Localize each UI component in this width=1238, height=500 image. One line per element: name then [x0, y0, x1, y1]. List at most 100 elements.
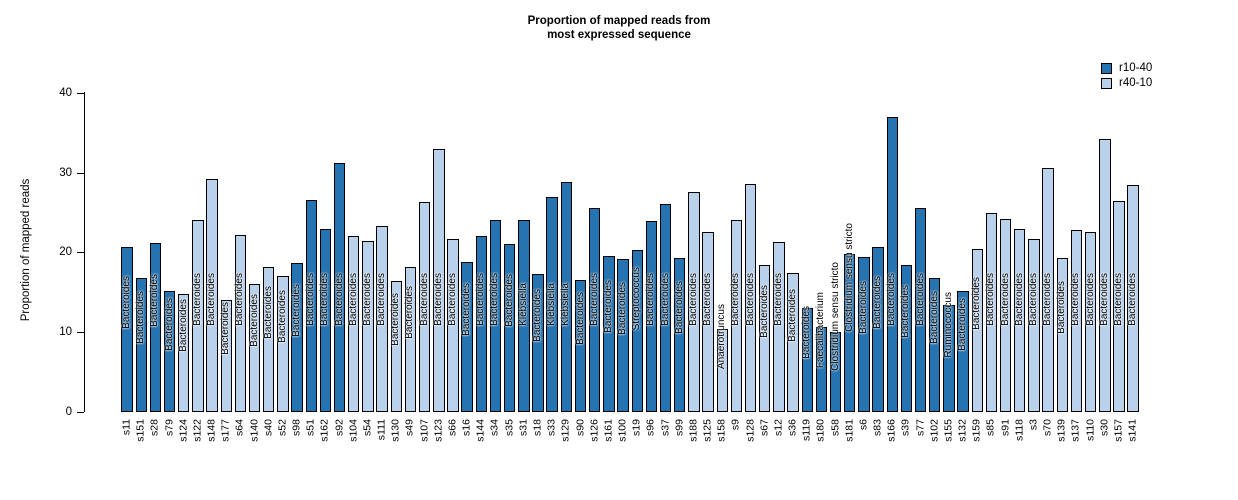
bar-organism-label: Bacteroides [787, 288, 799, 342]
bar-s107: Bacteroides [419, 202, 431, 412]
bar-s177: Bacteroides [220, 300, 232, 412]
bar-organism-label: Bacteroides [262, 285, 274, 339]
x-tick-label-s100: s100 [616, 419, 629, 442]
legend-swatch-icon [1101, 77, 1112, 89]
bar-organism-label: Bacteroides [730, 273, 742, 326]
y-axis-tick-label: 30 [59, 166, 72, 179]
x-tick-slot: s151 [134, 412, 148, 472]
x-tick-slot: s188 [687, 412, 701, 472]
x-tick-slot: s77 [914, 412, 928, 472]
bar-organism-label: Bacteroides [503, 274, 515, 328]
y-axis-tick [77, 92, 84, 94]
x-tick-slot: s157 [1112, 412, 1126, 472]
x-tick-slot: s180 [814, 412, 828, 472]
bar-organism-label: Bacteroides [489, 273, 501, 326]
x-tick-label-s128: s128 [744, 419, 757, 442]
bar-s30: Bacteroides [1099, 139, 1111, 412]
x-tick-slot: s102 [928, 412, 942, 472]
x-tick-label-s90: s90 [574, 419, 587, 436]
bar-s12: Bacteroides [773, 241, 785, 412]
x-tick-label-s96: s96 [644, 419, 657, 436]
x-tick-label-s144: s144 [474, 419, 487, 442]
bar-organism-label: Bacteroides [758, 284, 770, 338]
bar-organism-label: Bacteroides [1084, 273, 1096, 326]
y-axis-tick-label: 40 [59, 86, 72, 99]
bar-s132: Bacteroides [957, 290, 969, 412]
x-tick-slot: s18 [531, 412, 545, 472]
x-tick-label-s18: s18 [531, 419, 544, 436]
x-tick-slot: s51 [304, 412, 318, 472]
bar-organism-label: Bacteroides [446, 273, 458, 326]
x-tick-label-s137: s137 [1069, 419, 1082, 442]
bar-organism-label: Bacteroides [1127, 273, 1139, 326]
bar-s151: Bacteroides [135, 277, 147, 412]
x-tick-slot: s91 [999, 412, 1013, 472]
y-axis-title: Proportion of mapped reads [20, 178, 32, 322]
x-tick-slot: s137 [1069, 412, 1083, 472]
x-tick-label-s177: s177 [219, 419, 232, 442]
bar-s91: Bacteroides [999, 218, 1012, 412]
bar-organism-label: Bacteroides [135, 291, 147, 344]
bar-s111: Bacteroides [376, 226, 388, 412]
x-tick-label-s40: s40 [262, 419, 275, 436]
x-tick-label-s11: s11 [120, 419, 133, 436]
bar-organism-label: Bacteroides [659, 273, 671, 326]
x-tick-slot: s79 [163, 412, 177, 472]
bar-s28: Bacteroides [149, 242, 162, 412]
x-tick-label-s124: s124 [177, 419, 190, 442]
bar-s70: Bacteroides [1042, 167, 1054, 412]
y-axis-tick-label: 10 [59, 326, 72, 339]
bar-organism-label: Bacteroides [461, 283, 473, 336]
x-tick-label-s104: s104 [347, 419, 360, 442]
bar-s129: Klebsiella [560, 182, 573, 412]
bar-s124: Bacteroides [178, 293, 190, 412]
x-tick-slot: s124 [177, 412, 191, 472]
x-tick-label-s161: s161 [602, 419, 615, 442]
bar-s39: Bacteroides [900, 265, 913, 412]
x-tick-label-s33: s33 [545, 419, 558, 436]
bar-organism-label: Bacteroides [475, 273, 487, 326]
bar-s125: Bacteroides [702, 231, 714, 412]
x-tick-label-s91: s91 [999, 419, 1012, 436]
bar-s126: Bacteroides [589, 207, 601, 412]
x-tick-slot: s158 [715, 412, 729, 472]
bar-organism-label: Bacteroides [361, 273, 373, 326]
bar-organism-label: Bacteroides [291, 283, 303, 337]
bar-organism-label: Bacteroides [872, 275, 884, 329]
x-tick-label-s139: s139 [1055, 419, 1068, 442]
bar-s36: Bacteroides [787, 273, 799, 412]
x-tick-label-s180: s180 [814, 419, 827, 442]
y-axis-tick-label: 20 [59, 246, 72, 259]
bar-s77: Bacteroides [915, 207, 927, 412]
x-tick-slot: s130 [389, 412, 403, 472]
x-tick-label-s119: s119 [800, 419, 813, 441]
x-tick-slot: s128 [743, 412, 757, 472]
x-tick-slot: s122 [191, 412, 205, 472]
x-tick-label-s54: s54 [361, 419, 374, 436]
x-tick-label-s52: s52 [276, 419, 289, 436]
legend-label: r40-10 [1119, 77, 1153, 89]
bar-organism-label: Bacteroides [999, 273, 1011, 326]
bar-organism-label: Anaerotruncus [716, 304, 728, 370]
x-tick-label-s166: s166 [885, 419, 898, 442]
bar-organism-label: Bacteroides [404, 285, 416, 339]
bar-organism-label: Bacteroides [971, 276, 983, 330]
x-tick-slot: s141 [1126, 412, 1140, 472]
x-tick-slot: s92 [333, 412, 347, 472]
x-tick-slot: s54 [361, 412, 375, 472]
x-tick-slot: s125 [701, 412, 715, 472]
bar-s137: Bacteroides [1070, 230, 1083, 412]
bar-organism-label: Faecalibacterium [815, 292, 827, 369]
y-axis-line [84, 92, 85, 412]
bar-organism-label: Bacteroides [602, 279, 614, 333]
bar-organism-label: Bacteroides [1056, 281, 1068, 334]
x-tick-slot: s66 [446, 412, 460, 472]
x-tick-label-s6: s6 [857, 419, 870, 431]
legend-swatch-icon [1101, 62, 1112, 74]
x-tick-label-s39: s39 [899, 419, 912, 436]
bar-organism-label: Bacteroides [687, 273, 699, 326]
x-tick-slot: s19 [630, 412, 644, 472]
bar-s102: Bacteroides [929, 277, 941, 412]
x-tick-slot: s148 [205, 412, 219, 472]
x-tick-label-s125: s125 [701, 419, 714, 442]
